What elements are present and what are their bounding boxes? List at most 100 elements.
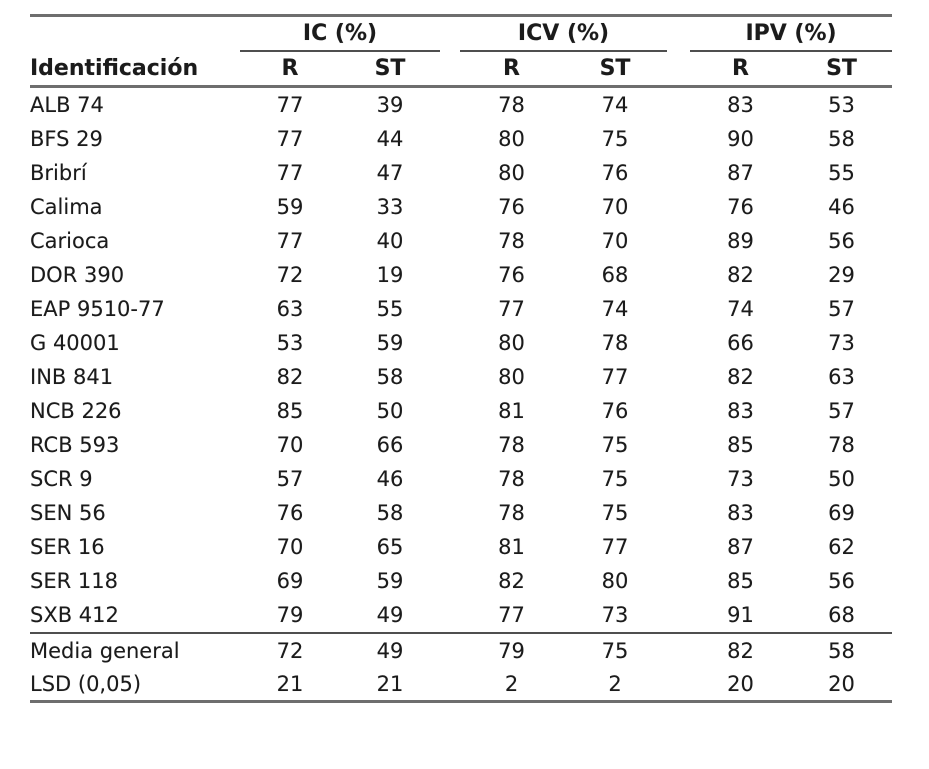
value-cell-ipv-st: 58 — [791, 632, 893, 667]
column-gap — [667, 632, 691, 667]
value-cell-icv-st: 2 — [563, 667, 668, 703]
value-cell-ic-r: 21 — [240, 667, 340, 703]
value-cell-ic-st: 46 — [376, 467, 404, 491]
column-gap — [667, 360, 690, 394]
table-summary-body: Media general 72 49 79 75 82 58 LSD (0,0… — [30, 632, 893, 703]
table-row: SEN 56 76 58 78 75 83 69 — [30, 496, 892, 530]
value-cell-ipv-st: 57 — [828, 399, 855, 423]
column-gap — [440, 51, 460, 88]
value-cell-icv-r: 80 — [498, 127, 525, 151]
value-cell-ipv-st: 57 — [828, 297, 855, 321]
value-cell-ic-r: 82 — [276, 365, 304, 389]
value-cell-ic-r: 57 — [276, 467, 304, 491]
value-cell-icv-st: 76 — [601, 161, 629, 185]
value-cell-icv-st: 75 — [601, 433, 629, 457]
value-cell-ipv-st: 29 — [828, 263, 855, 287]
header-corner-cell — [30, 16, 240, 52]
value-cell-icv-st: 77 — [601, 365, 629, 389]
column-gap — [667, 530, 690, 564]
column-gap — [440, 428, 460, 462]
value-cell-ic-r: 85 — [276, 399, 304, 423]
summary-row: Media general 72 49 79 75 82 58 — [30, 632, 893, 667]
value-cell-icv-r: 81 — [498, 535, 525, 559]
value-cell-ipv-r: 82 — [727, 365, 754, 389]
value-cell-ic-st: 19 — [376, 263, 404, 287]
value-cell-ipv-st: 78 — [828, 433, 855, 457]
column-group-header-ic: IC (%) — [240, 15, 440, 52]
row-id-cell: Media general — [30, 632, 240, 667]
subcolumn-header-ipv-r: R — [690, 51, 792, 88]
value-cell-ipv-st: 69 — [828, 501, 855, 525]
value-cell-icv-st: 76 — [601, 399, 629, 423]
value-cell-ipv-r: 66 — [727, 331, 754, 355]
value-cell-ipv-r: 76 — [727, 195, 754, 219]
value-cell-icv-st: 75 — [601, 467, 629, 491]
column-gap — [667, 326, 690, 360]
value-cell-ic-st: 44 — [376, 127, 404, 151]
column-gap — [667, 564, 690, 598]
column-gap — [667, 496, 690, 530]
value-cell-icv-st: 75 — [563, 632, 668, 667]
summary-row: LSD (0,05) 21 21 2 2 20 20 — [30, 667, 893, 703]
value-cell-ipv-st: 46 — [828, 195, 855, 219]
column-gap — [667, 292, 690, 326]
table-row: RCB 593 70 66 78 75 85 78 — [30, 428, 892, 462]
value-cell-ic-st: 40 — [376, 229, 404, 253]
value-cell-ipv-st: 56 — [828, 229, 855, 253]
value-cell-icv-st: 78 — [601, 331, 629, 355]
value-cell-icv-st: 74 — [601, 297, 629, 321]
value-cell-icv-r: 82 — [498, 569, 525, 593]
row-id-cell: DOR 390 — [30, 263, 125, 287]
column-gap — [440, 632, 460, 667]
value-cell-ipv-st: 68 — [828, 603, 855, 627]
subcolumn-header-ipv-st: ST — [791, 51, 893, 88]
value-cell-ipv-r: 87 — [727, 161, 754, 185]
row-id-cell: Bribrí — [30, 161, 87, 185]
value-cell-icv-st: 75 — [601, 127, 629, 151]
value-cell-ipv-r: 83 — [727, 93, 754, 117]
value-cell-ic-r: 69 — [276, 569, 304, 593]
row-id-cell: SEN 56 — [30, 501, 106, 525]
value-cell-icv-r: 2 — [460, 667, 563, 703]
value-cell-ic-st: 47 — [376, 161, 404, 185]
column-gap — [667, 51, 691, 88]
value-cell-ic-st: 58 — [376, 365, 404, 389]
column-gap — [667, 258, 690, 292]
column-gap — [440, 496, 460, 530]
row-id-cell: BFS 29 — [30, 127, 103, 151]
subcolumn-header-icv-r: R — [460, 51, 563, 88]
identification-column-header: Identificación — [30, 51, 240, 88]
subcolumn-header-row: Identificación R ST R ST R ST — [30, 51, 893, 88]
value-cell-icv-r: 78 — [498, 501, 525, 525]
value-cell-ipv-r: 83 — [727, 501, 754, 525]
value-cell-icv-r: 80 — [498, 365, 525, 389]
row-id-cell: Carioca — [30, 229, 110, 253]
column-gap — [667, 224, 690, 258]
results-table: IC (%) ICV (%) IPV (%) Identificación R … — [30, 14, 893, 703]
column-gap — [440, 360, 460, 394]
row-id-cell: RCB 593 — [30, 433, 120, 457]
row-id-cell: SER 118 — [30, 569, 118, 593]
value-cell-ic-r: 53 — [276, 331, 304, 355]
column-gap — [440, 156, 460, 190]
table-row: G 40001 53 59 80 78 66 73 — [30, 326, 892, 360]
table-row: SER 16 70 65 81 77 87 62 — [30, 530, 892, 564]
value-cell-ic-r: 63 — [276, 297, 304, 321]
value-cell-icv-r: 79 — [460, 632, 563, 667]
value-cell-ipv-r: 89 — [727, 229, 754, 253]
value-cell-ic-st: 49 — [340, 632, 440, 667]
value-cell-ipv-r: 91 — [727, 603, 754, 627]
value-cell-icv-r: 78 — [498, 467, 525, 491]
value-cell-ic-st: 50 — [376, 399, 404, 423]
value-cell-ipv-r: 73 — [727, 467, 754, 491]
subcolumn-header-icv-st: ST — [563, 51, 668, 88]
value-cell-ic-st: 59 — [376, 331, 404, 355]
column-gap — [667, 462, 690, 496]
column-gap — [440, 667, 460, 703]
value-cell-ipv-st: 63 — [828, 365, 855, 389]
column-gap — [667, 122, 690, 156]
value-cell-ic-r: 77 — [276, 161, 304, 185]
column-gap — [440, 190, 460, 224]
value-cell-ic-r: 79 — [276, 603, 304, 627]
column-gap — [440, 530, 460, 564]
